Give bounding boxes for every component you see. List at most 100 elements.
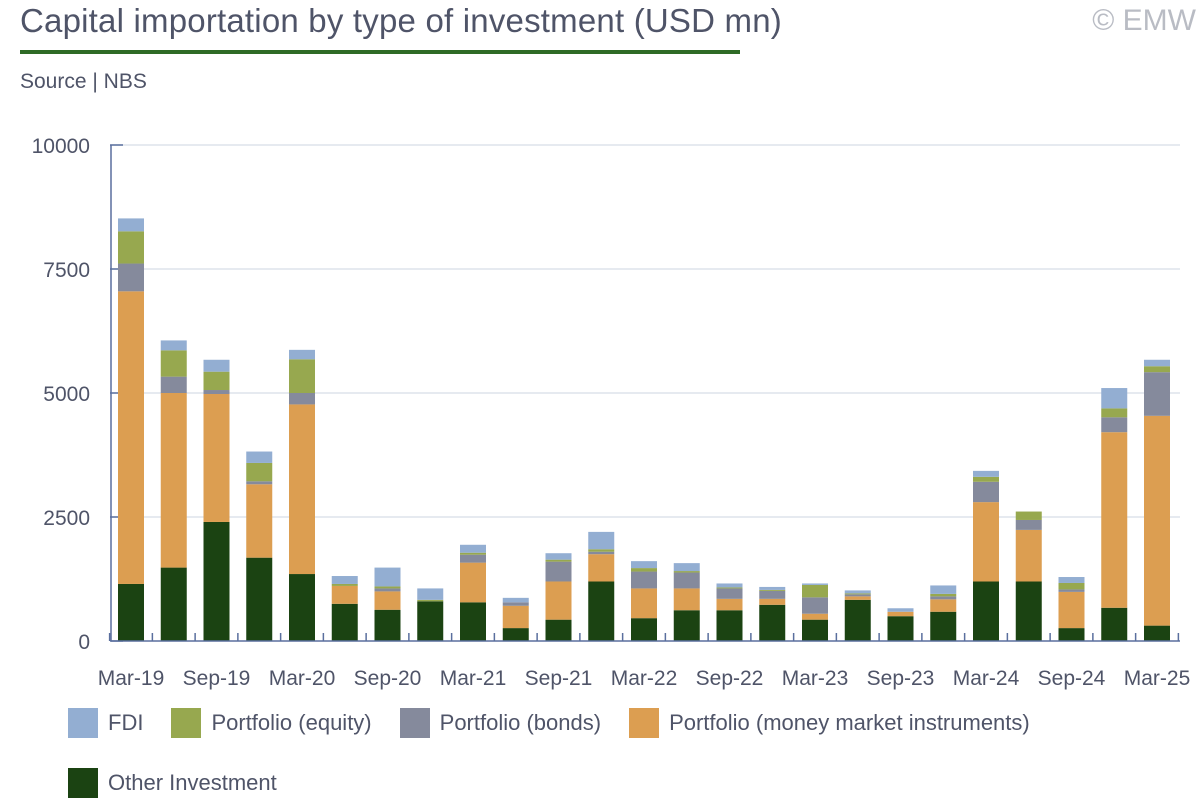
bar-fdi-Mar-19: [118, 218, 144, 232]
bar-money_market-Sep-21: [545, 581, 572, 620]
bar-fdi-Sep-22: [716, 583, 743, 588]
legend-swatch-equity: [171, 708, 202, 738]
bar-bonds-Mar-23: [802, 597, 828, 614]
bar-other-Dec-24: [1101, 607, 1128, 641]
x-tick-label: Mar-23: [782, 667, 849, 690]
bar-other-Jun-23: [844, 599, 871, 641]
bar-money_market-Jun-24: [1015, 529, 1042, 582]
bar-equity-Dec-23: [930, 593, 957, 597]
bar-equity-Jun-22: [673, 571, 700, 573]
bar-other-Dec-23: [930, 611, 957, 641]
x-tick-label: Mar-19: [98, 667, 165, 690]
x-tick-label: Sep-24: [1038, 667, 1106, 690]
bar-fdi-Sep-21: [545, 553, 572, 560]
bar-bonds-Sep-22: [716, 588, 743, 599]
bar-other-Sep-22: [716, 610, 743, 641]
bar-bonds-Sep-21: [545, 561, 572, 582]
bar-money_market-Jun-19: [160, 393, 187, 568]
bar-fdi-Mar-20: [289, 349, 315, 360]
legend-label-fdi: FDI: [108, 710, 144, 735]
chart-source: Source | NBS: [20, 70, 147, 93]
bar-money_market-Sep-22: [716, 598, 743, 611]
bar-equity-Mar-25: [1144, 366, 1170, 373]
bar-equity-Mar-19: [118, 231, 144, 264]
bar-bonds-Jun-24: [1015, 519, 1042, 530]
bar-equity-Jun-23: [844, 593, 871, 595]
bar-equity-Sep-24: [1058, 582, 1085, 590]
bar-bonds-Mar-20: [289, 393, 315, 405]
legend-item-other: Other Investment: [68, 768, 277, 798]
bar-bonds-Mar-22: [631, 571, 657, 589]
bar-money_market-Dec-22: [759, 598, 786, 605]
legend-item-fdi: FDI: [68, 708, 143, 738]
bar-bonds-Mar-19: [118, 263, 144, 292]
bar-money_market-Sep-19: [203, 393, 230, 522]
legend-label-other: Other Investment: [108, 770, 277, 795]
bar-fdi-Mar-22: [631, 561, 657, 569]
bar-equity-Mar-21: [460, 552, 486, 555]
bar-other-Sep-23: [887, 616, 914, 641]
bar-equity-Mar-24: [973, 476, 999, 482]
bar-fdi-Mar-23: [802, 583, 828, 585]
bar-fdi-Mar-24: [973, 470, 999, 477]
bar-money_market-Dec-21: [588, 554, 615, 582]
bar-bonds-Dec-22: [759, 590, 786, 599]
x-tick-label: Sep-23: [867, 667, 935, 690]
bar-money_market-Dec-23: [930, 599, 957, 612]
bar-other-Mar-19: [118, 583, 144, 641]
bar-money_market-Sep-23: [887, 611, 914, 617]
bar-other-Mar-20: [289, 574, 315, 641]
bar-other-Jun-20: [331, 603, 358, 641]
bar-equity-Sep-21: [545, 559, 572, 562]
y-tick-label: 0: [78, 631, 90, 654]
bar-equity-Dec-21: [588, 549, 615, 552]
bar-other-Jun-22: [673, 610, 700, 641]
bar-money_market-Jun-22: [673, 588, 700, 611]
bar-fdi-Jun-19: [160, 340, 187, 351]
bar-bonds-Sep-20: [374, 588, 401, 592]
bar-other-Jun-24: [1015, 581, 1042, 641]
x-tick-label: Mar-20: [269, 667, 336, 690]
stacked-bar-chart: 0 2500 5000 7500 10000 Mar-19 Sep-19 Mar-20 Sep-…: [32, 135, 1191, 690]
x-tick-label: Sep-20: [354, 667, 422, 690]
bar-fdi-Sep-19: [203, 359, 230, 372]
bar-equity-Dec-19: [246, 462, 273, 482]
x-tick-label: Mar-21: [440, 667, 507, 690]
bar-money_market-Mar-19: [118, 291, 144, 584]
y-tick-label: 10000: [32, 135, 90, 158]
y-tick-label: 5000: [43, 383, 90, 406]
bar-other-Mar-22: [631, 618, 657, 641]
legend-swatch-other: [68, 768, 98, 798]
bar-money_market-Sep-20: [374, 591, 401, 610]
bar-fdi-Jun-23: [844, 590, 871, 594]
bar-fdi-Dec-21: [588, 531, 615, 550]
bar-other-Jun-19: [160, 567, 187, 641]
y-tick-label: 2500: [43, 507, 90, 530]
bar-money_market-Mar-25: [1144, 415, 1170, 626]
bar-equity-Mar-22: [631, 568, 657, 572]
bar-other-Mar-21: [460, 602, 486, 641]
legend-label-money_market: Portfolio (money market instruments): [669, 710, 1030, 735]
bar-equity-Dec-22: [759, 589, 786, 591]
bar-equity-Dec-24: [1101, 408, 1128, 418]
bar-bonds-Dec-23: [930, 596, 957, 600]
bar-equity-Jun-20: [331, 583, 358, 586]
bar-money_market-Sep-24: [1058, 591, 1085, 629]
legend-item-bonds: Portfolio (bonds): [399, 708, 601, 738]
bar-bonds-Jun-22: [673, 572, 700, 589]
bar-money_market-Jun-20: [331, 585, 358, 604]
bar-fdi-Jun-22: [673, 563, 700, 572]
bar-other-Mar-23: [802, 619, 828, 641]
bar-other-Mar-25: [1144, 625, 1170, 641]
x-tick-label: Mar-22: [611, 667, 678, 690]
bar-other-Dec-20: [417, 601, 444, 641]
bar-bonds-Mar-25: [1144, 372, 1170, 416]
bar-bonds-Dec-19: [246, 481, 273, 485]
bar-fdi-Mar-21: [460, 544, 486, 553]
bar-bonds-Sep-24: [1058, 589, 1085, 592]
bar-equity-Sep-22: [716, 587, 743, 589]
bar-other-Dec-19: [246, 557, 273, 641]
bar-fdi-Dec-24: [1101, 388, 1128, 409]
bar-other-Sep-20: [374, 609, 401, 641]
bar-other-Sep-24: [1058, 628, 1085, 641]
